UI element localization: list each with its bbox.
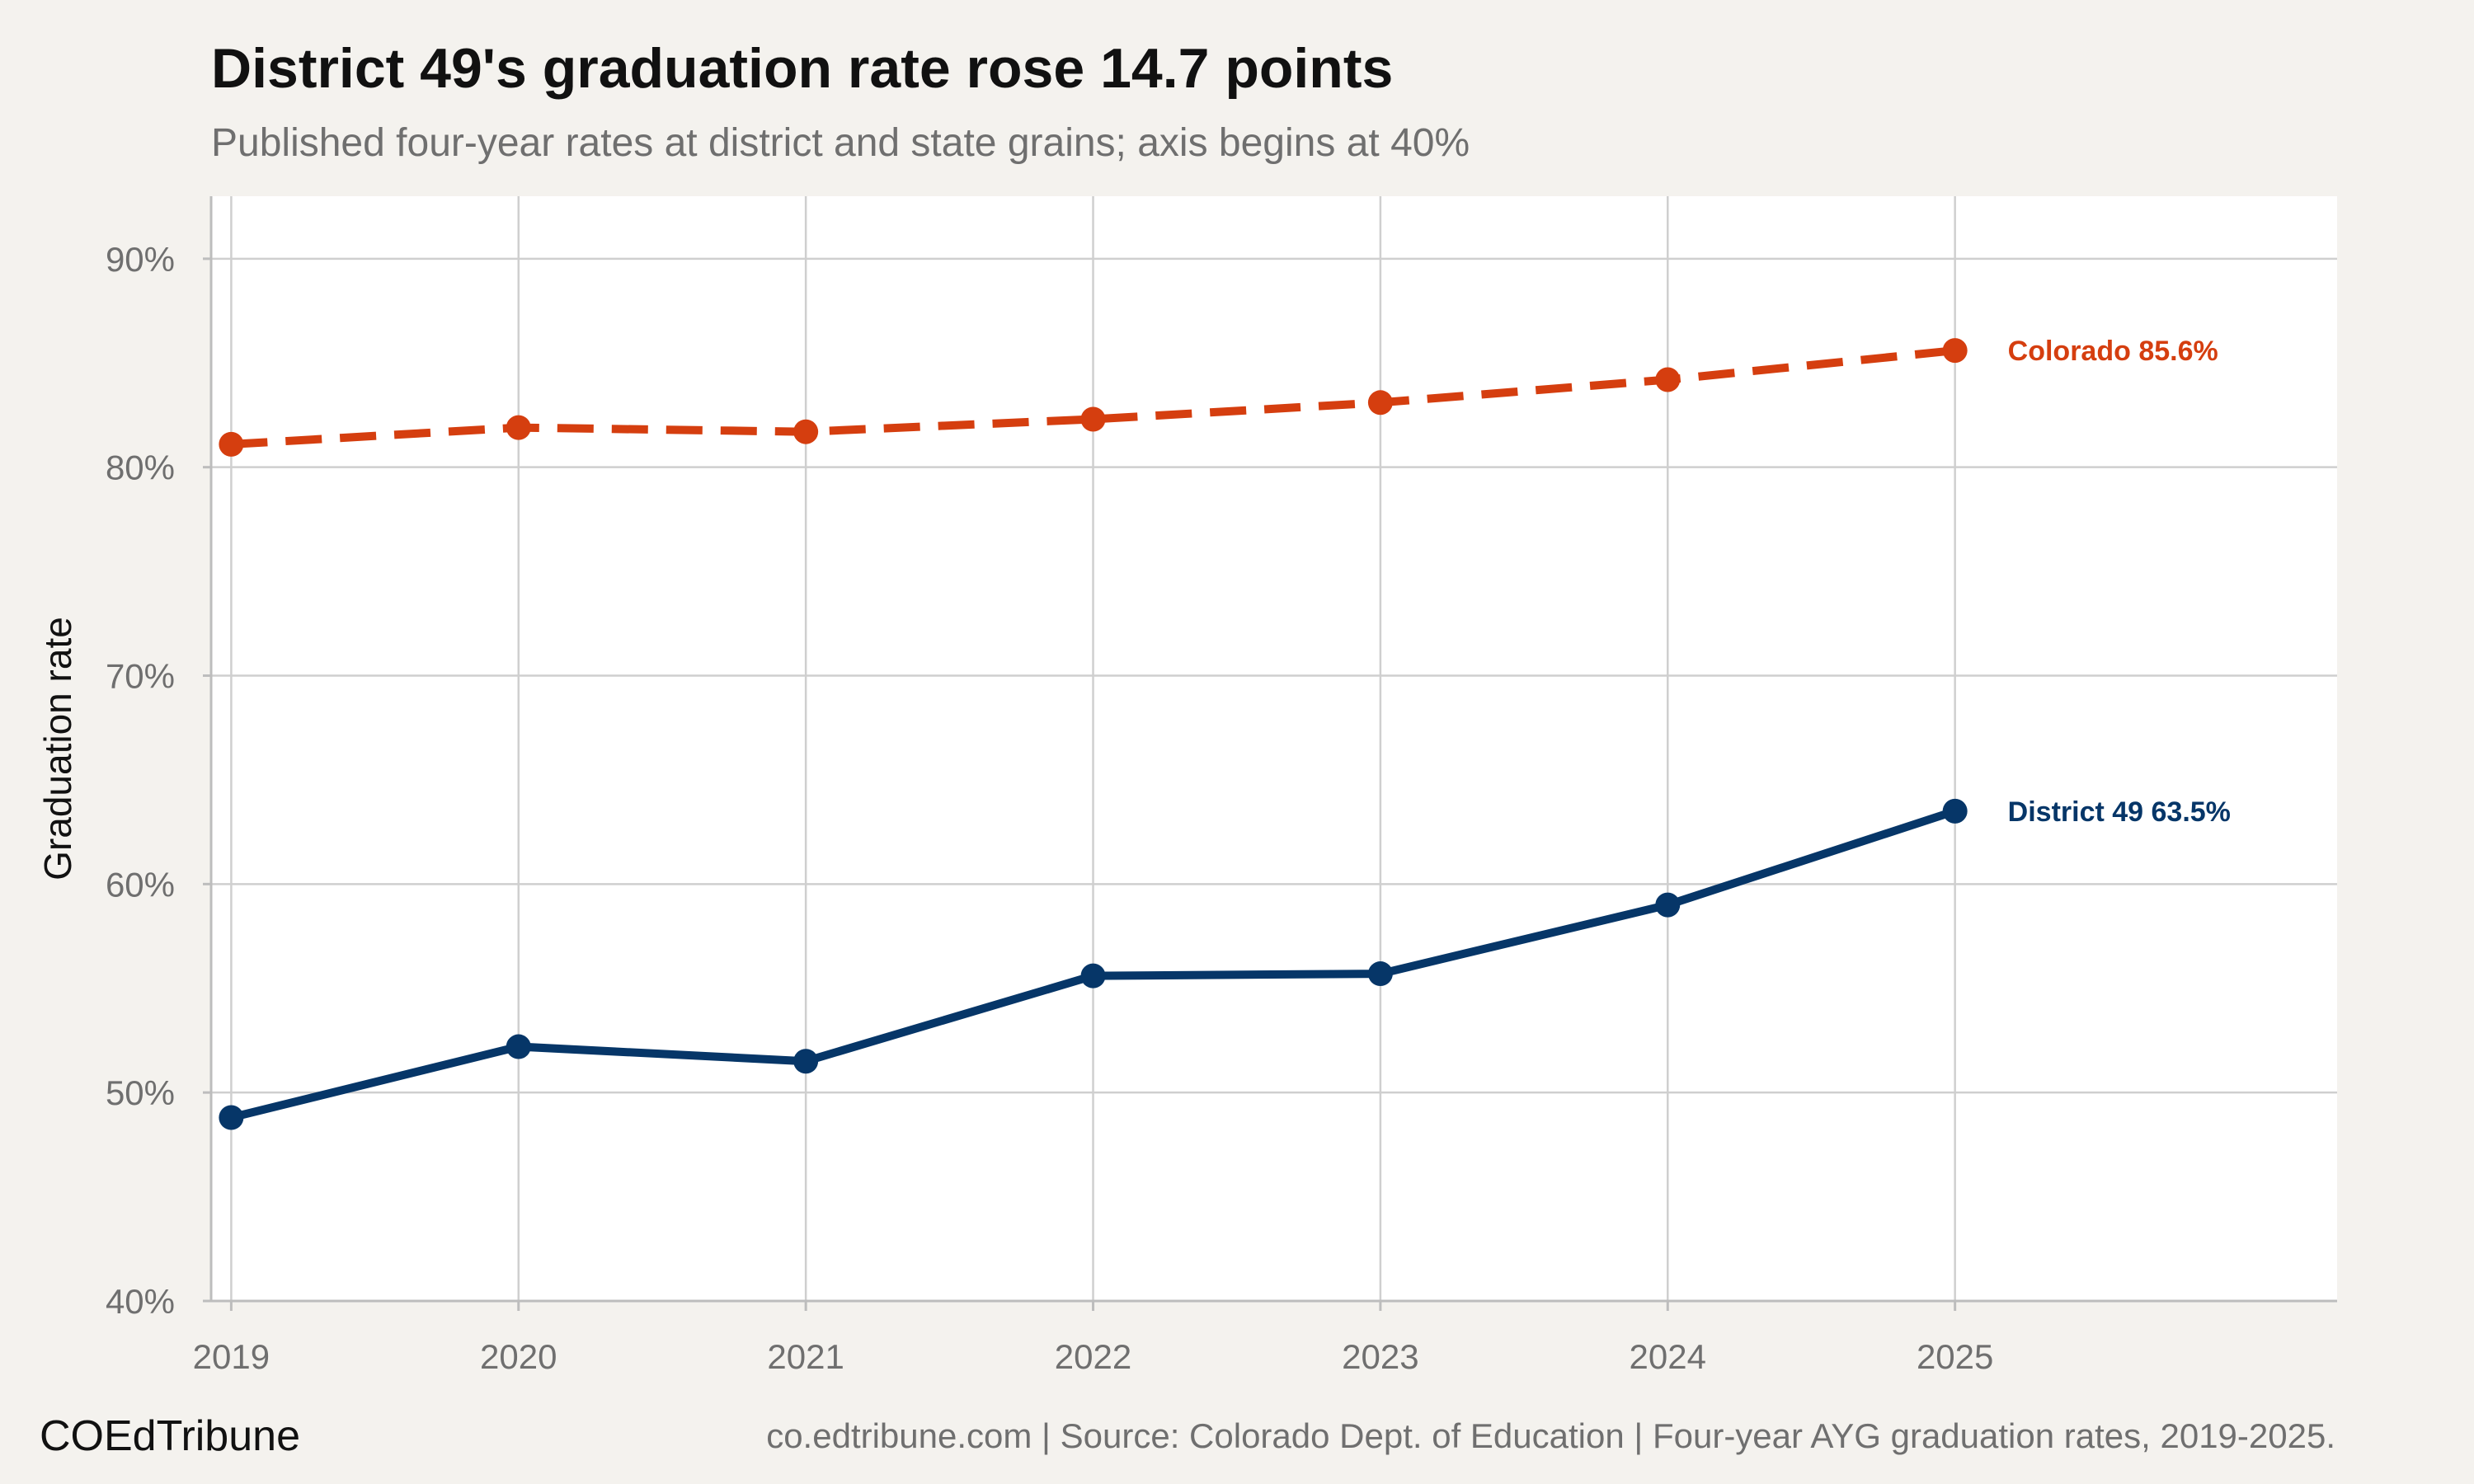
x-tick-label: 2023 <box>1342 1337 1418 1376</box>
y-tick-label: 90% <box>106 240 175 279</box>
chart-title: District 49's graduation rate rose 14.7 … <box>211 37 1394 100</box>
data-point-district-49 <box>793 1049 819 1074</box>
x-tick-label: 2020 <box>480 1337 557 1376</box>
data-point-district-49 <box>1367 961 1393 987</box>
y-axis-title: Graduation rate <box>36 617 79 881</box>
data-point-district-49 <box>219 1105 244 1130</box>
data-point-colorado <box>793 419 819 444</box>
y-tick-label: 50% <box>106 1073 175 1112</box>
x-tick-label: 2022 <box>1055 1337 1131 1376</box>
footer-source: co.edtribune.com | Source: Colorado Dept… <box>766 1416 2335 1455</box>
data-point-district-49 <box>1942 798 1968 824</box>
data-point-district-49 <box>506 1034 531 1059</box>
data-point-colorado <box>506 415 531 440</box>
axis-ticks: 40% 50% 60% 70% 80% 90% 2019 2020 2021 2022 2023 20… <box>106 240 1993 1376</box>
end-labels: Colorado 85.6% District 49 63.5% <box>2008 336 2231 828</box>
data-point-district-49 <box>1080 963 1106 989</box>
series-lines <box>219 338 1968 1130</box>
data-point-colorado <box>1655 367 1681 392</box>
x-tick-label: 2025 <box>1917 1337 1993 1376</box>
y-tick-label: 70% <box>106 657 175 696</box>
x-tick-label: 2019 <box>193 1337 270 1376</box>
y-tick-label: 60% <box>106 865 175 904</box>
data-point-colorado <box>1080 406 1106 432</box>
plot-background <box>211 196 2337 1301</box>
data-point-colorado <box>1367 390 1393 416</box>
x-tick-label: 2021 <box>767 1337 844 1376</box>
end-label-district-49: District 49 63.5% <box>2008 796 2231 828</box>
chart-subtitle: Published four-year rates at district an… <box>211 121 1470 165</box>
data-point-district-49 <box>1655 892 1681 918</box>
grid-lines <box>211 196 2337 1303</box>
x-tick-label: 2024 <box>1630 1337 1706 1376</box>
end-label-colorado: Colorado 85.6% <box>2008 336 2218 367</box>
data-point-colorado <box>219 431 244 457</box>
data-point-colorado <box>1942 338 1968 364</box>
y-tick-label: 40% <box>106 1282 175 1321</box>
y-tick-label: 80% <box>106 448 175 487</box>
brand-logo-text: COEdTribune <box>40 1412 300 1460</box>
